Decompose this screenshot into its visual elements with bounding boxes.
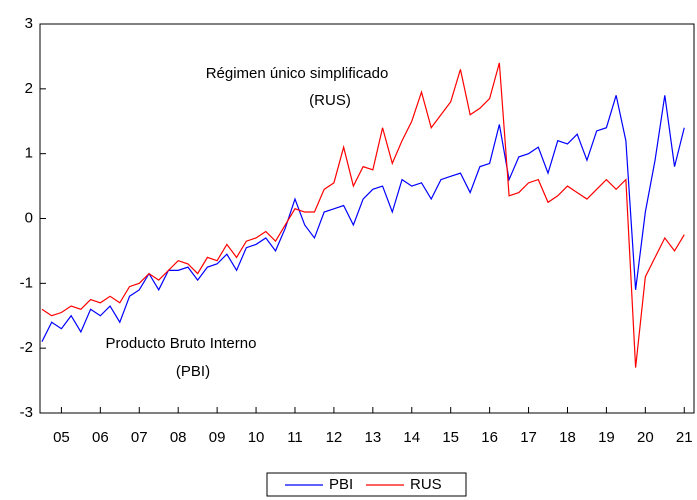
x-tick-label: 12 (326, 429, 343, 446)
x-tick-label: 16 (481, 429, 498, 446)
annotation: (RUS) (309, 92, 351, 109)
x-tick-label: 13 (364, 429, 381, 446)
x-tick-label: 20 (637, 429, 654, 446)
x-tick-label: 19 (598, 429, 615, 446)
annotation: (PBI) (176, 363, 210, 380)
x-tick-label: 09 (209, 429, 226, 446)
plot-frame (39, 23, 695, 414)
y-tick-label: -1 (20, 274, 33, 291)
x-tick-label: 14 (403, 429, 420, 446)
y-tick-label: 0 (25, 209, 33, 226)
x-tick-label: 18 (559, 429, 576, 446)
x-tick-label: 08 (170, 429, 187, 446)
series-line (41, 62, 685, 368)
y-tick-label: 1 (25, 145, 33, 162)
x-tick-label: 07 (131, 429, 148, 446)
annotation: Régimen único simplificado (206, 65, 389, 82)
x-tick-label: 11 (287, 429, 303, 446)
x-tick-label: 17 (520, 429, 537, 446)
x-tick-label: 21 (676, 429, 693, 446)
x-tick-label: 06 (92, 429, 109, 446)
x-tick-label: 10 (248, 429, 265, 446)
x-tick-label: 15 (442, 429, 459, 446)
y-tick-label: 2 (25, 80, 33, 97)
legend-label: RUS (410, 476, 442, 493)
y-tick-label: -2 (20, 339, 33, 356)
y-tick-label: -3 (20, 404, 33, 421)
series-line (41, 95, 685, 342)
annotation: Producto Bruto Interno (106, 335, 257, 352)
x-tick-label: 05 (53, 429, 70, 446)
legend-label: PBI (329, 476, 353, 493)
y-tick-label: 3 (25, 15, 33, 32)
